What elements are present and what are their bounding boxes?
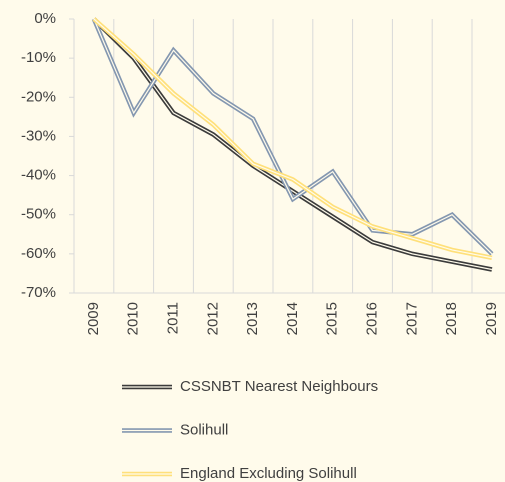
x-tick-label: 2010 xyxy=(125,302,142,335)
y-tick-label: -70% xyxy=(21,284,56,301)
series-line-inner xyxy=(93,18,493,259)
y-tick-label: 0% xyxy=(34,10,56,27)
y-tick-label: -10% xyxy=(21,49,56,66)
series-line-inner xyxy=(93,18,493,271)
x-tick-label: 2016 xyxy=(363,302,380,335)
y-tick-label: -20% xyxy=(21,88,56,105)
x-tick-label: 2019 xyxy=(483,302,500,335)
legend-label: England Excluding Solihull xyxy=(180,465,357,482)
x-tick-label: 2014 xyxy=(284,302,301,335)
x-tick-label: 2015 xyxy=(324,302,341,335)
y-tick-label: -50% xyxy=(21,206,56,223)
x-tick-label: 2012 xyxy=(204,302,221,335)
legend-label: Solihull xyxy=(180,421,228,438)
series-line-inner xyxy=(93,18,493,255)
x-tick-label: 2018 xyxy=(443,302,460,335)
legend-label: CSSNBT Nearest Neighbours xyxy=(180,378,378,395)
x-tick-label: 2009 xyxy=(85,302,102,335)
y-tick-label: -40% xyxy=(21,167,56,184)
y-tick-label: -30% xyxy=(21,127,56,144)
x-tick-label: 2011 xyxy=(164,302,181,334)
y-tick-label: -60% xyxy=(21,245,56,262)
x-tick-label: 2013 xyxy=(244,302,261,335)
x-tick-label: 2017 xyxy=(403,302,420,335)
